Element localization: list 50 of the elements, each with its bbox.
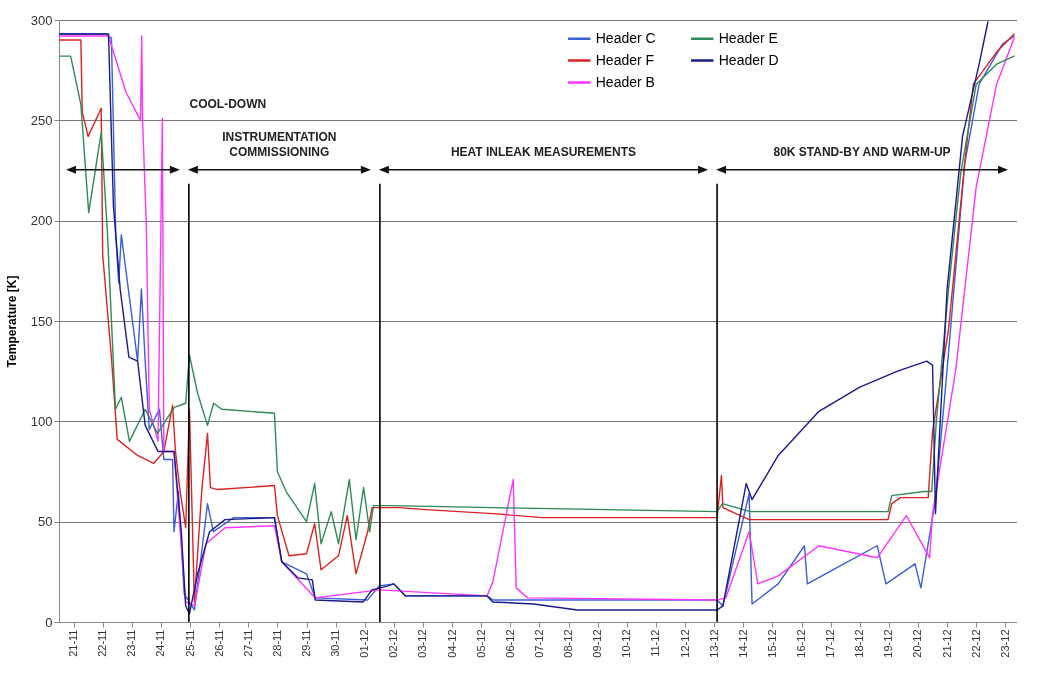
x-tick-label: 30-11 — [329, 629, 342, 657]
x-tick-label: 25-11 — [183, 629, 196, 657]
x-tick-label: 01-12 — [358, 629, 371, 658]
x-tick-label: 19-12 — [882, 629, 895, 658]
x-tick-label: 26-11 — [212, 629, 225, 657]
y-tick-label: 250 — [30, 112, 53, 128]
x-tick-label: 21-12 — [940, 629, 953, 658]
x-tick-label: 13-12 — [707, 629, 720, 658]
x-tick-label: 17-12 — [824, 629, 837, 658]
x-tick-label: 03-12 — [416, 629, 429, 658]
x-tick-label: 28-11 — [270, 629, 283, 657]
legend-label: Header C — [595, 29, 656, 46]
x-tick-label: 08-12 — [562, 629, 575, 658]
y-tick-label: 50 — [38, 514, 53, 530]
x-tick-label: 27-11 — [241, 629, 254, 657]
x-tick-label: 22-11 — [96, 629, 109, 657]
x-tick-label: 04-12 — [445, 629, 458, 658]
legend-label: Header F — [595, 51, 655, 68]
x-tick-label: 07-12 — [532, 629, 545, 658]
x-tick-label: 21-11 — [67, 629, 80, 657]
x-tick-label: 23-12 — [998, 629, 1011, 658]
x-tick-label: 23-11 — [125, 629, 138, 657]
x-tick-label: 06-12 — [503, 629, 516, 658]
x-tick-label: 14-12 — [736, 629, 749, 658]
annotation: HEAT INLEAK MEASUREMENTS — [450, 144, 637, 159]
x-tick-label: 22-12 — [969, 629, 982, 658]
y-tick-label: 300 — [30, 12, 53, 28]
x-tick-label: 24-11 — [154, 629, 167, 657]
annotation: COOL-DOWN — [189, 96, 267, 111]
legend-label: Header B — [595, 73, 655, 90]
x-tick-label: 11-12 — [649, 629, 662, 657]
x-tick-label: 16-12 — [795, 629, 808, 658]
x-tick-label: 10-12 — [620, 629, 633, 658]
y-tick-label: 150 — [30, 313, 53, 329]
x-tick-label: 09-12 — [591, 629, 604, 658]
x-tick-label: 18-12 — [853, 629, 866, 658]
y-axis-title: Temperature [K] — [4, 275, 19, 368]
x-tick-label: 15-12 — [765, 629, 778, 658]
annotation: 80K STAND-BY AND WARM-UP — [773, 144, 951, 159]
x-tick-label: 12-12 — [678, 629, 691, 658]
x-tick-label: 29-11 — [300, 629, 313, 657]
legend-label: Header E — [718, 29, 778, 46]
x-tick-label: 05-12 — [474, 629, 487, 658]
x-tick-label: 20-12 — [911, 629, 924, 658]
y-tick-label: 0 — [45, 614, 53, 630]
y-tick-label: 100 — [30, 413, 53, 429]
x-tick-label: 02-12 — [387, 629, 400, 658]
annotation: INSTRUMENTATION COMMISSIONING — [222, 129, 337, 159]
y-tick-label: 200 — [30, 213, 53, 229]
legend-label: Header D — [718, 51, 779, 68]
